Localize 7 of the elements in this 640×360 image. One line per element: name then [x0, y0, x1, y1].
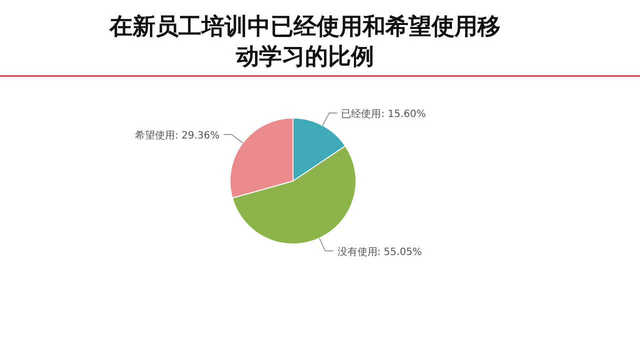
chart-title: 在新员工培训中已经使用和希望使用移动学习的比例: [108, 13, 502, 72]
slice-label: 没有使用: [337, 246, 378, 258]
data-label: : 15.60%: [381, 109, 426, 120]
data-label: : 55.05%: [377, 246, 422, 258]
data-label: : 29.36%: [174, 130, 220, 142]
slice-label: 希望使用: [134, 129, 175, 142]
slice-label: 已经使用: [341, 108, 382, 120]
